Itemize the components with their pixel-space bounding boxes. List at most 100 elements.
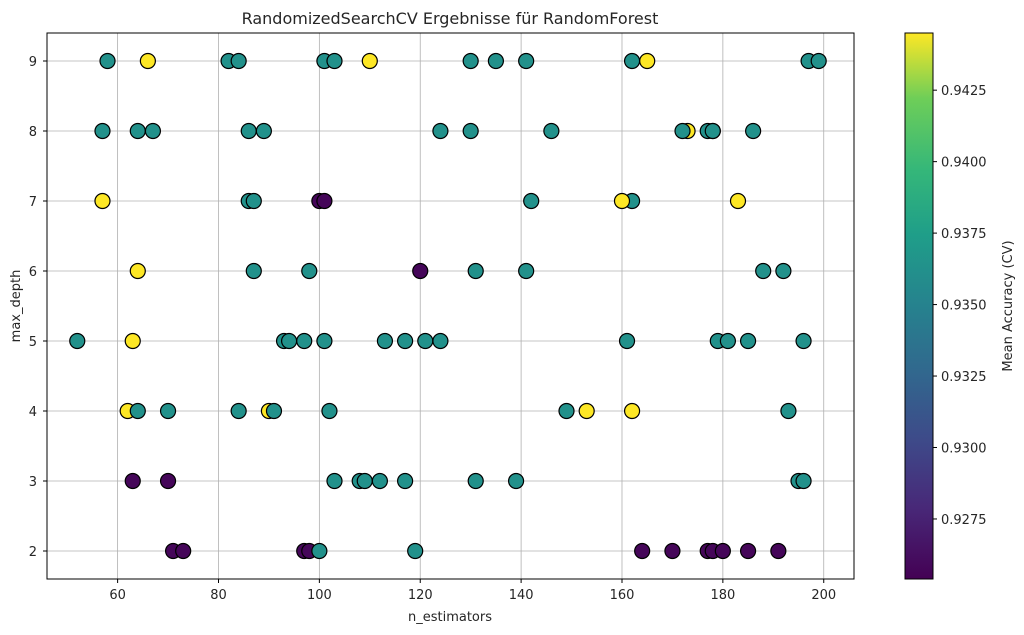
scatter-point	[639, 52, 656, 70]
colorbar-label: Mean Accuracy (CV)	[1001, 240, 1016, 371]
scatter-point	[432, 122, 449, 140]
scatter-point	[739, 542, 757, 560]
x-tick-label: 140	[509, 588, 534, 603]
scatter-point	[230, 402, 247, 420]
y-tick-label: 7	[29, 195, 37, 210]
scatter-point	[301, 262, 318, 280]
y-tick-label: 6	[29, 265, 37, 280]
scatter-point	[739, 332, 757, 350]
scatter-point	[356, 472, 373, 490]
scatter-point	[578, 402, 595, 420]
scatter-point	[407, 542, 424, 560]
scatter-point	[230, 52, 247, 70]
scatter-point	[94, 192, 111, 210]
scatter-point	[613, 192, 631, 210]
scatter-point	[99, 52, 116, 70]
colorbar-tick-label: 0.9400	[941, 156, 987, 171]
scatter-point	[462, 122, 479, 140]
scatter-point	[518, 52, 535, 70]
x-tick-label: 180	[710, 588, 735, 603]
plot-frame	[46, 32, 855, 580]
scatter-point	[371, 472, 388, 490]
scatter-point	[674, 122, 691, 140]
scatter-point	[745, 122, 762, 140]
scatter-point	[780, 402, 797, 420]
scatter-point	[543, 122, 560, 140]
y-axis-label: max_depth	[9, 270, 24, 343]
x-tick-label: 80	[210, 588, 227, 603]
scatter-point	[558, 402, 575, 420]
scatter-point	[810, 52, 827, 70]
scatter-point	[397, 472, 414, 490]
scatter-point	[245, 262, 262, 280]
scatter-point	[129, 122, 146, 140]
x-tick-label: 60	[109, 588, 126, 603]
x-tick-label: 120	[408, 588, 433, 603]
scatter-point	[326, 472, 343, 490]
scatter-point	[69, 332, 86, 350]
scatter-point	[729, 192, 747, 210]
scatter-point	[507, 472, 525, 490]
x-tick-label: 100	[307, 588, 332, 603]
scatter-point	[719, 332, 737, 350]
y-tick-label: 9	[29, 55, 37, 70]
colorbar-tick-label: 0.9275	[941, 513, 987, 528]
scatter-point	[397, 332, 414, 350]
scatter-point	[487, 52, 504, 70]
colorbar-tick-label: 0.9300	[941, 442, 987, 457]
scatter-points	[69, 52, 827, 560]
colorbar-tick-label: 0.9325	[941, 370, 987, 385]
y-tick-label: 3	[29, 475, 37, 490]
colorbar-tick-label: 0.9350	[941, 299, 987, 314]
scatter-point	[467, 262, 484, 280]
scatter-point	[795, 472, 812, 490]
scatter-point	[326, 52, 343, 70]
scatter-point	[321, 402, 338, 420]
x-axis-ticks: 60 80 100 120 140 160 180 200	[109, 579, 836, 603]
scatter-point	[240, 122, 257, 140]
scatter-point	[255, 122, 272, 140]
scatter-point	[316, 192, 333, 210]
scatter-point	[265, 402, 283, 420]
scatter-point	[704, 122, 721, 140]
scatter-point	[432, 332, 449, 350]
scatter-point	[281, 332, 298, 350]
scatter-point	[316, 332, 333, 350]
y-axis-ticks: 2 3 4 5 6 7 8 9	[29, 55, 47, 560]
scatter-point	[634, 542, 651, 560]
scatter-point	[144, 122, 162, 140]
colorbar	[904, 32, 934, 580]
x-tick-label: 200	[811, 588, 836, 603]
scatter-point	[245, 192, 262, 210]
scatter-point	[159, 472, 177, 490]
scatter-point	[159, 402, 177, 420]
scatter-point	[175, 542, 192, 560]
y-tick-label: 8	[29, 125, 37, 140]
scatter-point	[462, 52, 479, 70]
colorbar-ticks: 0.9275 0.9300 0.9325 0.9350 0.9375 0.9400 0.94…	[933, 84, 987, 528]
scatter-point	[618, 332, 636, 350]
scatter-point	[775, 262, 792, 280]
scatter-point	[714, 542, 731, 560]
scatter-point	[770, 542, 787, 560]
scatter-point	[311, 542, 328, 560]
chart-title: RandomizedSearchCV Ergebnisse für Random…	[242, 9, 659, 28]
scatter-point	[124, 472, 141, 490]
grid-lines	[47, 33, 854, 579]
scatter-point	[412, 262, 429, 280]
scatter-point	[755, 262, 772, 280]
scatter-point	[124, 332, 141, 350]
scatter-point	[361, 52, 378, 70]
scatter-point	[623, 52, 641, 70]
scatter-point	[417, 332, 434, 350]
y-tick-label: 2	[29, 545, 37, 560]
scatter-point	[523, 192, 540, 210]
scatter-point	[376, 332, 394, 350]
scatter-point	[94, 122, 111, 140]
scatter-point	[129, 262, 146, 280]
x-tick-label: 160	[610, 588, 635, 603]
scatter-point	[518, 262, 535, 280]
scatter-point	[664, 542, 681, 560]
scatter-point	[623, 402, 641, 420]
